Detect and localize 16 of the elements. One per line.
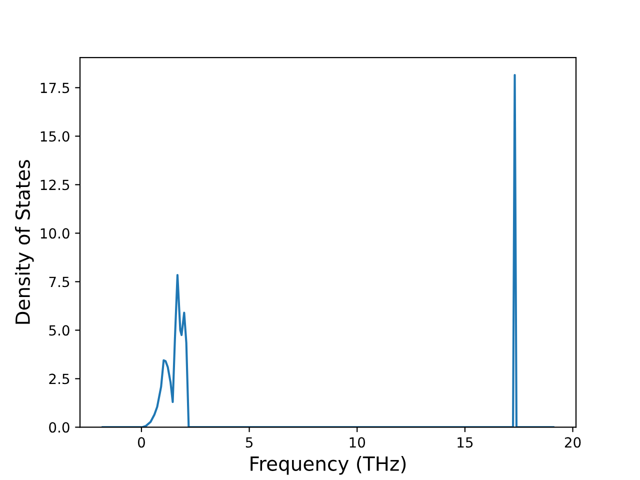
x-tick-label: 15 (458, 437, 473, 448)
line-series (102, 74, 554, 428)
x-tick-label: 10 (350, 437, 366, 448)
y-tick-label: 10.0 (40, 228, 70, 239)
y-tick-label: 0.0 (49, 422, 70, 433)
x-axis-title: Frequency (THz) (250, 456, 406, 475)
x-tick-label: 5 (246, 437, 252, 448)
x-tick-label: 20 (564, 437, 581, 448)
y-tick-label: 17.5 (40, 82, 70, 94)
y-axis-title: Density of States (14, 160, 34, 324)
y-tick-label: 5.0 (49, 325, 70, 336)
y-tick-label: 12.5 (40, 180, 70, 190)
y-tick-label: 15.0 (40, 131, 70, 142)
y-tick-label: 2.5 (49, 374, 70, 384)
y-tick-label: 7.5 (49, 276, 70, 288)
x-tick-label: 0 (138, 437, 145, 448)
